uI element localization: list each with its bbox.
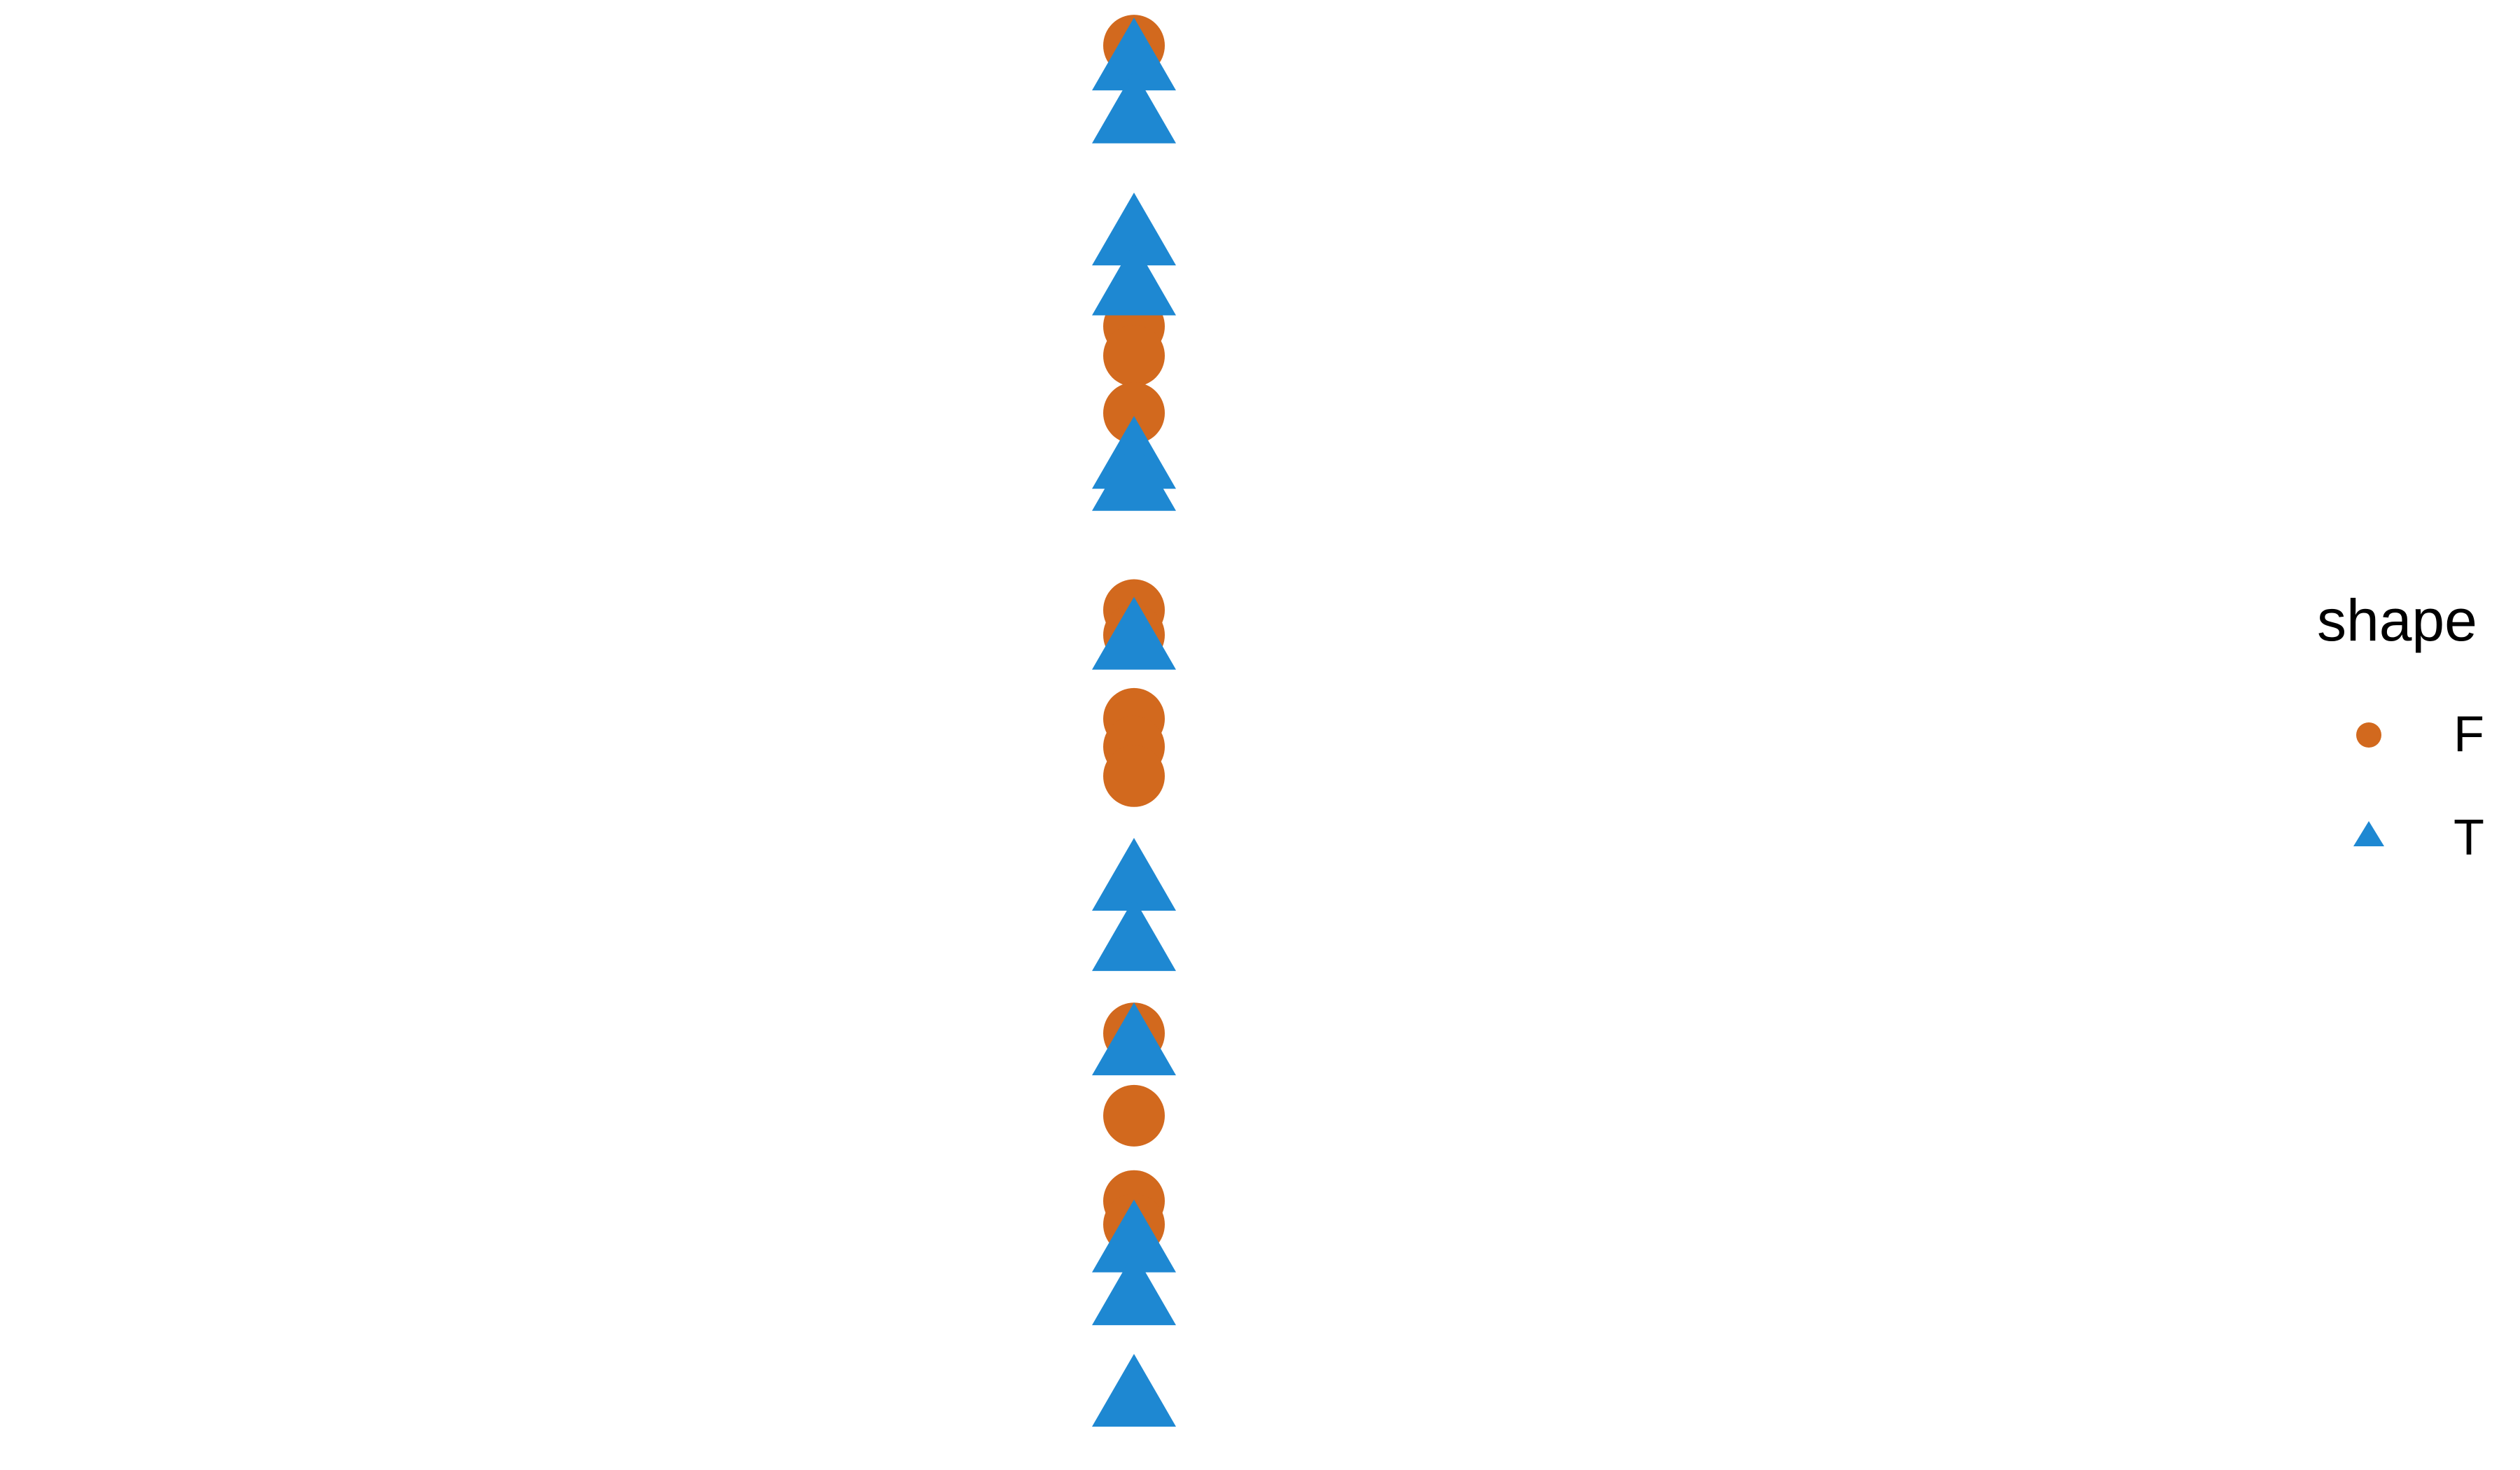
legend-title: shape (2317, 587, 2477, 653)
point-t-10 (1092, 1199, 1176, 1273)
legend-marker-t (2353, 821, 2384, 846)
point-t-11 (1092, 1252, 1176, 1326)
point-t-12 (1092, 1354, 1176, 1427)
point-t-7 (1092, 837, 1176, 911)
legend-marker-f (2356, 722, 2381, 748)
point-t-8 (1092, 898, 1176, 972)
point-t-1 (1092, 70, 1176, 144)
point-f-3 (1103, 382, 1165, 444)
point-t-3 (1092, 242, 1176, 316)
point-t-0 (1092, 18, 1176, 91)
legend: shape F T (2317, 587, 2484, 866)
point-f-8 (1103, 745, 1165, 807)
point-t-5 (1092, 438, 1176, 511)
point-t-9 (1092, 1002, 1176, 1076)
point-t-6 (1092, 596, 1176, 670)
point-f-10 (1103, 1084, 1165, 1147)
plot-area (1092, 15, 1176, 1427)
legend-label-t: T (2454, 810, 2484, 866)
point-t-2 (1092, 192, 1176, 266)
legend-label-f: F (2454, 706, 2484, 762)
point-f-2 (1103, 325, 1165, 387)
series-t (1092, 18, 1176, 1427)
